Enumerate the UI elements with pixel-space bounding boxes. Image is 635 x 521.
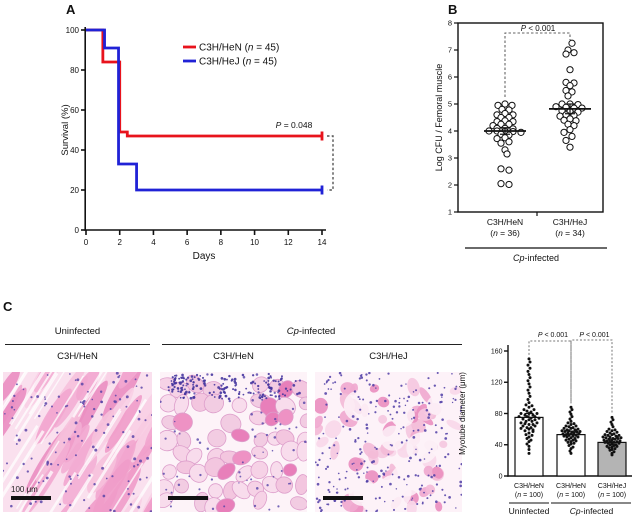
histology-image-infected-hej (315, 372, 462, 512)
svg-text:40: 40 (70, 146, 79, 155)
survival-chart: 0 20 40 60 80 100 0 2 4 6 8 10 12 14 Survival (%) Days C… (60, 26, 334, 262)
group-C3H/HeJ (549, 39, 591, 151)
svg-text:4: 4 (448, 127, 452, 136)
svg-text:7: 7 (448, 46, 452, 55)
svg-text:12: 12 (284, 238, 293, 247)
plot-frame (457, 22, 604, 213)
svg-text:6: 6 (185, 238, 190, 247)
uninfected-header: Uninfected (54, 326, 101, 337)
svg-text:3: 3 (448, 154, 452, 163)
svg-text:80: 80 (495, 411, 503, 418)
bar-group-2 (556, 405, 586, 477)
bar-group-3 (597, 415, 627, 477)
svg-text:Survival (%): Survival (%) (60, 104, 71, 155)
svg-text:100: 100 (66, 26, 80, 35)
uninfected-underline (5, 344, 150, 345)
histology-image-uninfected-hen: 100 μm (3, 372, 152, 512)
comparison-bracket (528, 340, 572, 404)
muscle-tissue-image (3, 372, 152, 512)
svg-text:C3H/HeN (n = 45): C3H/HeN (n = 45) (199, 43, 279, 54)
svg-text:20: 20 (70, 186, 79, 195)
scale-bar-label: 100 μm (11, 485, 38, 494)
svg-text:C3H/HeJ (n = 45): C3H/HeJ (n = 45) (199, 57, 277, 68)
cp-infected-underline (162, 344, 462, 345)
histology-image-infected-hen (160, 372, 307, 512)
scale-bar (11, 496, 51, 500)
svg-text:160: 160 (491, 348, 503, 355)
svg-text:8: 8 (448, 19, 452, 28)
svg-text:4: 4 (151, 238, 156, 247)
svg-text:Cp-infected: Cp-infected (570, 506, 614, 516)
svg-text:C3H/HeN: C3H/HeN (556, 483, 586, 490)
svg-text:C3H/HeJ: C3H/HeJ (598, 483, 626, 490)
cp-infected-header: Cp-infected (286, 326, 336, 337)
strain-label-uninfected-hen: C3H/HeN (57, 351, 98, 362)
svg-text:0: 0 (84, 238, 89, 247)
myotube-bar-chart: 0 40 80 120 160 Myotube diameter (μm) C3H/HeN (… (458, 332, 632, 516)
svg-text:Log CFU / Femoral muscle: Log CFU / Femoral muscle (434, 64, 444, 172)
svg-text:2: 2 (448, 181, 452, 190)
svg-text:C3H/HeJ: C3H/HeJ (553, 217, 587, 227)
panel-b-label: B (448, 2, 458, 17)
svg-text:120: 120 (491, 380, 503, 387)
svg-text:C3H/HeN: C3H/HeN (514, 483, 544, 490)
svg-text:0: 0 (75, 226, 80, 235)
comparison-bracket (504, 32, 571, 97)
comparison-bracket (327, 135, 334, 191)
svg-text:8: 8 (219, 238, 224, 247)
svg-text:P < 0.001: P < 0.001 (579, 332, 609, 339)
svg-text:80: 80 (70, 66, 79, 75)
svg-text:P = 0.048: P = 0.048 (276, 120, 313, 130)
svg-text:Myotube diameter (μm): Myotube diameter (μm) (458, 372, 467, 455)
svg-text:Days: Days (193, 251, 216, 262)
svg-text:P < 0.001: P < 0.001 (538, 332, 568, 339)
svg-text:40: 40 (495, 442, 503, 449)
strain-label-infected-hen: C3H/HeN (213, 351, 254, 362)
comparison-bracket (570, 339, 613, 414)
svg-text:5: 5 (448, 100, 452, 109)
svg-text:(n = 100): (n = 100) (598, 492, 626, 499)
svg-text:1: 1 (448, 208, 452, 217)
svg-text:60: 60 (70, 106, 79, 115)
svg-text:(n = 34): (n = 34) (555, 228, 585, 238)
svg-text:0: 0 (499, 473, 503, 480)
svg-text:(n = 100): (n = 100) (557, 492, 585, 499)
svg-text:(n = 100): (n = 100) (515, 492, 543, 499)
series-C3H/HeJ (n = 45) (86, 28, 324, 195)
svg-text:Uninfected: Uninfected (509, 506, 550, 516)
scale-bar (168, 496, 208, 500)
strain-label-infected-hej: C3H/HeJ (369, 351, 408, 362)
bar-group-1 (514, 357, 544, 477)
muscle-tissue-image (160, 372, 307, 512)
svg-text:6: 6 (448, 73, 452, 82)
panel-a-label: A (66, 2, 76, 17)
panel-c-label: C (3, 299, 13, 314)
muscle-tissue-image (315, 372, 462, 512)
axes (81, 27, 326, 235)
scale-bar (323, 496, 363, 500)
svg-text:Cp-infected: Cp-infected (513, 253, 559, 263)
svg-text:P < 0.001: P < 0.001 (521, 24, 556, 33)
svg-text:14: 14 (318, 238, 327, 247)
svg-text:(n = 36): (n = 36) (490, 228, 520, 238)
svg-text:10: 10 (250, 238, 259, 247)
svg-text:C3H/HeN: C3H/HeN (487, 217, 523, 227)
group-C3H/HeN (484, 100, 526, 189)
svg-text:2: 2 (117, 238, 122, 247)
